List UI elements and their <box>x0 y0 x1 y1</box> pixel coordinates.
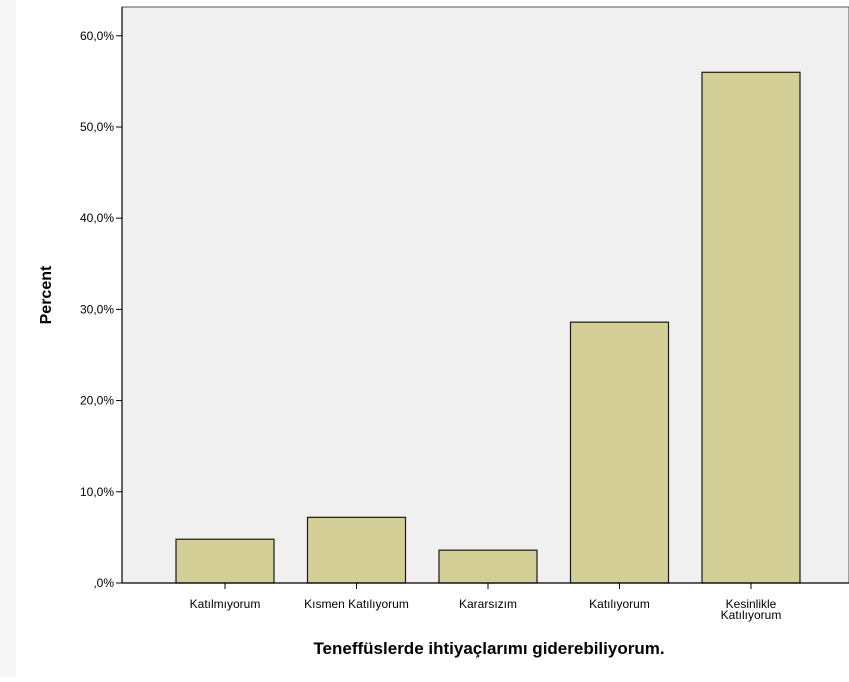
x-tick-label: Katılıyorum <box>589 597 650 611</box>
bars-group <box>175 71 801 584</box>
y-tick-label: 10,0% <box>80 485 114 499</box>
figure-left-shade <box>0 0 16 677</box>
bar <box>569 321 670 584</box>
y-tick-label: 30,0% <box>80 302 114 316</box>
x-axis-ticks: Katılmıyorum Kısmen Katılıyorum Kararsızım… <box>190 583 782 622</box>
x-tick-label: Kararsızım <box>459 597 517 611</box>
y-axis-label: Percent <box>38 265 55 324</box>
y-tick-label: ,0% <box>93 576 114 590</box>
x-tick-label: Katılmıyorum <box>190 597 261 611</box>
x-tick-label: Katılıyorum <box>721 608 782 622</box>
bar <box>306 516 407 584</box>
y-tick-label: 20,0% <box>80 394 114 408</box>
x-tick-label: Kısmen Katılıyorum <box>304 597 409 611</box>
x-axis-label: Teneffüslerde ihtiyaçlarımı giderebiliyo… <box>313 639 664 658</box>
bar <box>175 538 275 584</box>
y-tick-label: 60,0% <box>80 29 114 43</box>
bar <box>701 71 801 584</box>
x-tick-label: Kesinlikle <box>726 597 777 611</box>
y-axis-ticks: ,0% 10,0% 20,0% 30,0% 40,0% 50,0% 60,0% <box>80 29 122 590</box>
y-tick-label: 50,0% <box>80 120 114 134</box>
bar <box>438 549 538 584</box>
y-tick-label: 40,0% <box>80 211 114 225</box>
